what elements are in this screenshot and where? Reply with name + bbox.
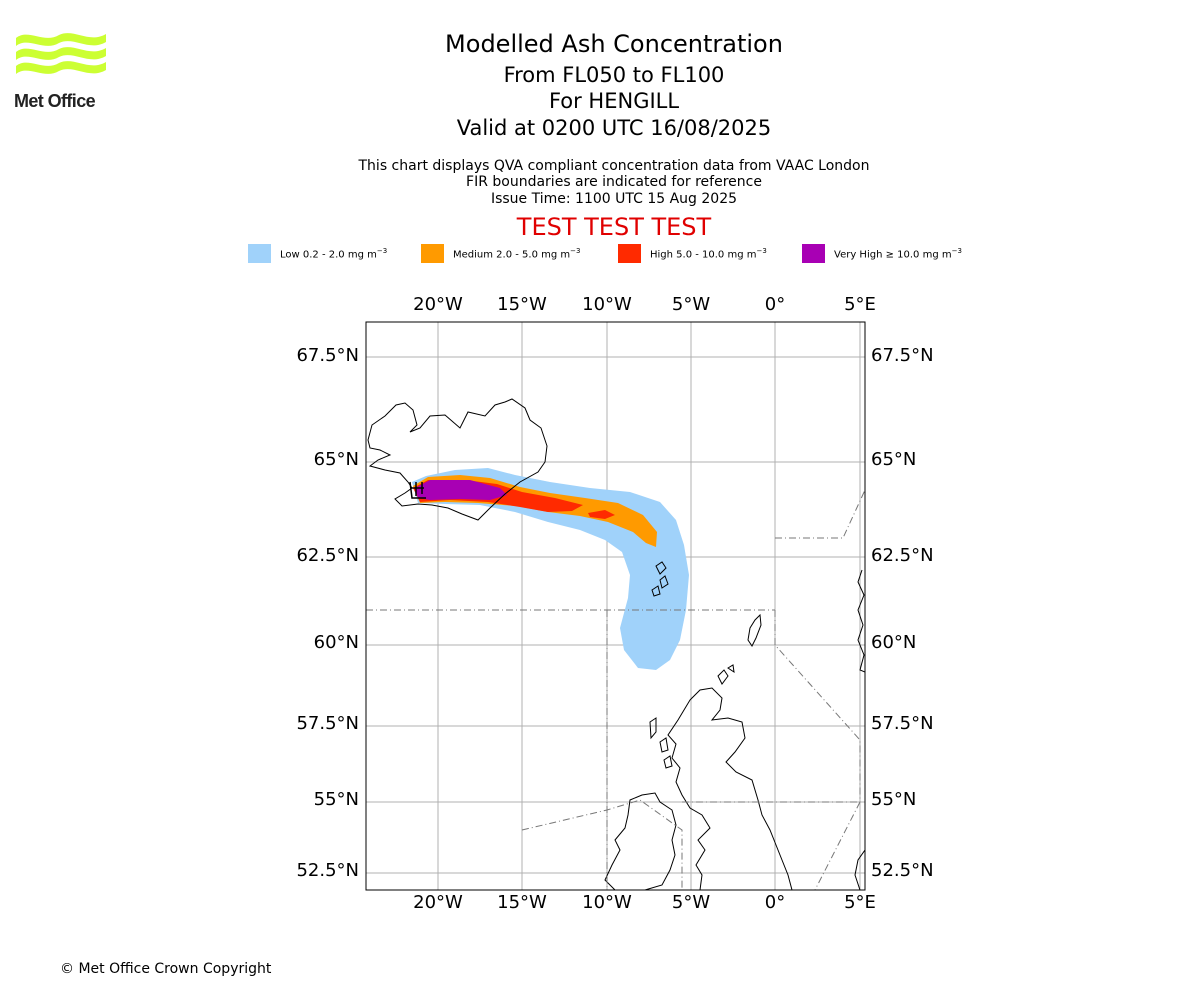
lat-tick-left-57-5n: 57.5°N — [296, 713, 359, 734]
lon-tick-top-0: 0° — [764, 294, 786, 315]
lat-tick-left-67-5n: 67.5°N — [296, 345, 359, 366]
copyright-notice: © Met Office Crown Copyright — [60, 961, 272, 977]
legend-label-high: High 5.0 - 10.0 mg m — [650, 249, 757, 261]
coastlines — [367, 398, 865, 890]
lat-tick-left-60n: 60°N — [313, 632, 359, 653]
iceland-coastline — [367, 398, 548, 521]
lon-tick-bottom-0: 0° — [764, 892, 786, 913]
lon-tick-bottom-5e: 5°E — [844, 892, 876, 913]
fir-boundary-east — [814, 801, 861, 890]
subtitle-line-2: FIR boundaries are indicated for referen… — [466, 174, 762, 190]
lat-tick-right-65n: 65°N — [871, 449, 917, 470]
map-frame — [365, 321, 866, 891]
lon-tick-bottom-15w: 15°W — [497, 892, 547, 913]
volcano-name: For HENGILL — [548, 89, 680, 113]
fir-boundaries — [366, 489, 865, 890]
norway-coastline — [857, 569, 865, 673]
lon-tick-bottom-20w: 20°W — [413, 892, 463, 913]
ash-very-high-region — [415, 480, 507, 500]
volcano-marker-icon — [409, 481, 426, 499]
fir-boundary-shanwick — [521, 799, 683, 890]
legend-exponent-medium: −3 — [570, 247, 581, 255]
fir-boundary-0 — [774, 610, 861, 802]
lon-tick-top-20w: 20°W — [413, 294, 463, 315]
lat-tick-left-65n: 65°N — [313, 449, 359, 470]
lat-tick-left-55n: 55°N — [313, 789, 359, 810]
flight-level-range: From FL050 to FL100 — [503, 63, 725, 87]
met-office-logo — [16, 33, 106, 74]
lon-tick-bottom-10w: 10°W — [582, 892, 632, 913]
lat-tick-right-67-5n: 67.5°N — [871, 345, 934, 366]
hebrides-coastline — [649, 717, 673, 769]
legend-label-very-high: Very High ≥ 10.0 mg m — [834, 249, 952, 261]
lon-tick-top-10w: 10°W — [582, 294, 632, 315]
map-background — [366, 322, 865, 890]
lat-tick-left-52-5n: 52.5°N — [296, 860, 359, 881]
lon-tick-top-5w: 5°W — [671, 294, 711, 315]
subtitle-line-1: This chart displays QVA compliant concen… — [358, 158, 870, 174]
legend-swatch-high — [618, 244, 641, 263]
legend-exponent-low: −3 — [376, 247, 388, 255]
lat-tick-right-55n: 55°N — [871, 789, 917, 810]
lat-tick-right-60n: 60°N — [871, 632, 917, 653]
legend-swatch-medium — [421, 244, 444, 263]
met-office-wave-icon — [16, 33, 106, 74]
lat-tick-right-62-5n: 62.5°N — [871, 545, 934, 566]
lon-tick-top-15w: 15°W — [497, 294, 547, 315]
ash-high-patch — [588, 510, 615, 519]
legend-exponent-high: −3 — [756, 247, 767, 255]
legend-swatch-very-high — [802, 244, 825, 263]
lat-tick-right-52-5n: 52.5°N — [871, 860, 934, 881]
legend-label-medium: Medium 2.0 - 5.0 mg m — [453, 249, 571, 261]
legend-swatch-low — [248, 244, 271, 263]
issue-time: Issue Time: 1100 UTC 15 Aug 2025 — [490, 191, 738, 207]
test-banner: TEST TEST TEST — [516, 213, 712, 241]
lat-tick-left-62-5n: 62.5°N — [296, 545, 359, 566]
great-britain-coastline — [667, 687, 793, 890]
fir-boundary-north-sea — [775, 489, 865, 539]
valid-time: Valid at 0200 UTC 16/08/2025 — [456, 116, 772, 140]
lon-tick-bottom-5w: 5°W — [671, 892, 711, 913]
lon-tick-top-5e: 5°E — [844, 294, 876, 315]
legend-exponent-very-high: −3 — [951, 247, 962, 255]
ireland-coastline — [604, 792, 677, 890]
denmark-coastline — [854, 849, 865, 890]
orkney-coastline — [717, 664, 735, 685]
shetland-coastline — [747, 613, 762, 647]
lat-tick-right-57-5n: 57.5°N — [871, 713, 934, 734]
legend-label-low: Low 0.2 - 2.0 mg m — [280, 249, 377, 261]
chart-title: Modelled Ash Concentration — [445, 30, 783, 58]
faroe-islands-coastline — [651, 561, 669, 597]
met-office-logo-text: Met Office — [14, 91, 96, 111]
